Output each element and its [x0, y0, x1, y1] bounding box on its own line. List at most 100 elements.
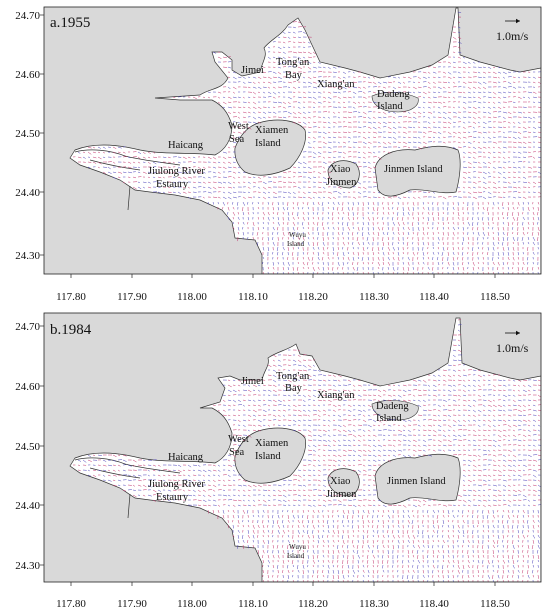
flow-vector [362, 116, 367, 119]
flow-vector [422, 544, 425, 548]
flow-vector [282, 221, 285, 225]
flow-vector [202, 186, 206, 189]
flow-vector [397, 86, 401, 88]
flow-vector [222, 479, 226, 482]
flow-vector [287, 544, 289, 550]
flow-vector [277, 91, 281, 94]
flow-vector [467, 171, 471, 174]
flow-vector [267, 191, 271, 194]
flow-vector [327, 201, 330, 205]
flow-vector [402, 271, 405, 274]
flow-vector [247, 181, 251, 184]
flow-vector [427, 81, 431, 84]
flow-vector [272, 374, 277, 378]
flow-vector [277, 231, 279, 235]
flow-vector [412, 251, 415, 256]
flow-vector [537, 414, 540, 417]
flow-vector [537, 266, 540, 270]
flow-vector [342, 256, 344, 260]
flow-vector [507, 449, 512, 452]
flow-vector [527, 434, 531, 437]
flow-vector [302, 256, 304, 260]
flow-vector [327, 494, 332, 496]
flow-vector [327, 419, 331, 422]
flow-vector [402, 221, 405, 226]
flow-vector [372, 504, 376, 507]
flow-vector [287, 369, 290, 371]
flow-vector [227, 106, 233, 109]
flow-vector [497, 71, 502, 74]
flow-vector [242, 524, 244, 528]
flow-vector [482, 136, 485, 139]
flow-vector [517, 161, 523, 163]
flow-vector [242, 404, 245, 407]
flow-vector [327, 434, 331, 437]
x-tick-label: 118.00 [177, 291, 207, 303]
flow-vector [437, 136, 441, 139]
flow-vector [337, 389, 341, 392]
flow-vector [307, 126, 312, 128]
flow-vector [282, 31, 286, 34]
flow-vector [322, 379, 327, 382]
flow-vector [482, 524, 485, 528]
flow-vector [532, 126, 537, 130]
flow-vector [422, 206, 425, 210]
flow-vector [317, 439, 322, 442]
flow-vector [321, 221, 324, 226]
flow-vector [317, 559, 320, 562]
flow-vector [472, 404, 476, 407]
flow-vector [302, 369, 307, 372]
flow-vector [412, 559, 415, 562]
flow-vector [282, 514, 284, 518]
flow-vector [147, 494, 152, 497]
flow-vector [462, 91, 466, 94]
flow-vector [477, 559, 480, 564]
flow-vector [467, 176, 471, 179]
flow-vector [492, 494, 497, 497]
flow-vector [277, 524, 281, 529]
flow-vector [312, 106, 316, 108]
flow-vector [442, 101, 446, 104]
flow-vector [187, 494, 193, 497]
flow-vector [517, 529, 520, 534]
flow-vector [282, 404, 286, 406]
flow-vector [397, 236, 400, 242]
flow-vector [252, 201, 254, 205]
flow-vector [347, 439, 351, 442]
flow-vector [487, 126, 492, 128]
flow-vector [352, 504, 357, 507]
flow-vector [337, 459, 342, 462]
flow-vector [467, 474, 471, 477]
flow-vector [531, 231, 534, 236]
flow-vector [531, 544, 534, 550]
flow-vector [307, 76, 312, 80]
flow-vector [232, 156, 236, 158]
flow-vector [402, 141, 407, 144]
flow-vector [482, 66, 486, 68]
flow-vector [507, 221, 510, 227]
flow-vector [387, 126, 392, 130]
flow-vector [327, 66, 331, 70]
flow-vector [487, 534, 490, 539]
flow-vector [142, 484, 147, 488]
flow-vector [227, 101, 232, 103]
flow-vector [297, 86, 301, 88]
flow-vector [322, 534, 324, 538]
flow-vector [307, 429, 312, 433]
flow-vector [297, 374, 302, 378]
xiamen-island [234, 119, 306, 176]
flow-vector [462, 509, 464, 514]
y-tick-label: 24.70 [15, 10, 40, 22]
flow-vector [372, 126, 377, 130]
flow-vector [347, 394, 351, 396]
flow-vector [212, 489, 216, 492]
flow-vector [227, 389, 232, 393]
flow-vector [282, 181, 287, 184]
flow-vector [492, 116, 497, 118]
flow-vector [232, 221, 235, 224]
flow-vector [252, 181, 257, 184]
flow-vector [287, 96, 292, 100]
flow-vector [462, 434, 466, 436]
flow-vector [362, 96, 367, 99]
flow-vector [157, 161, 161, 163]
